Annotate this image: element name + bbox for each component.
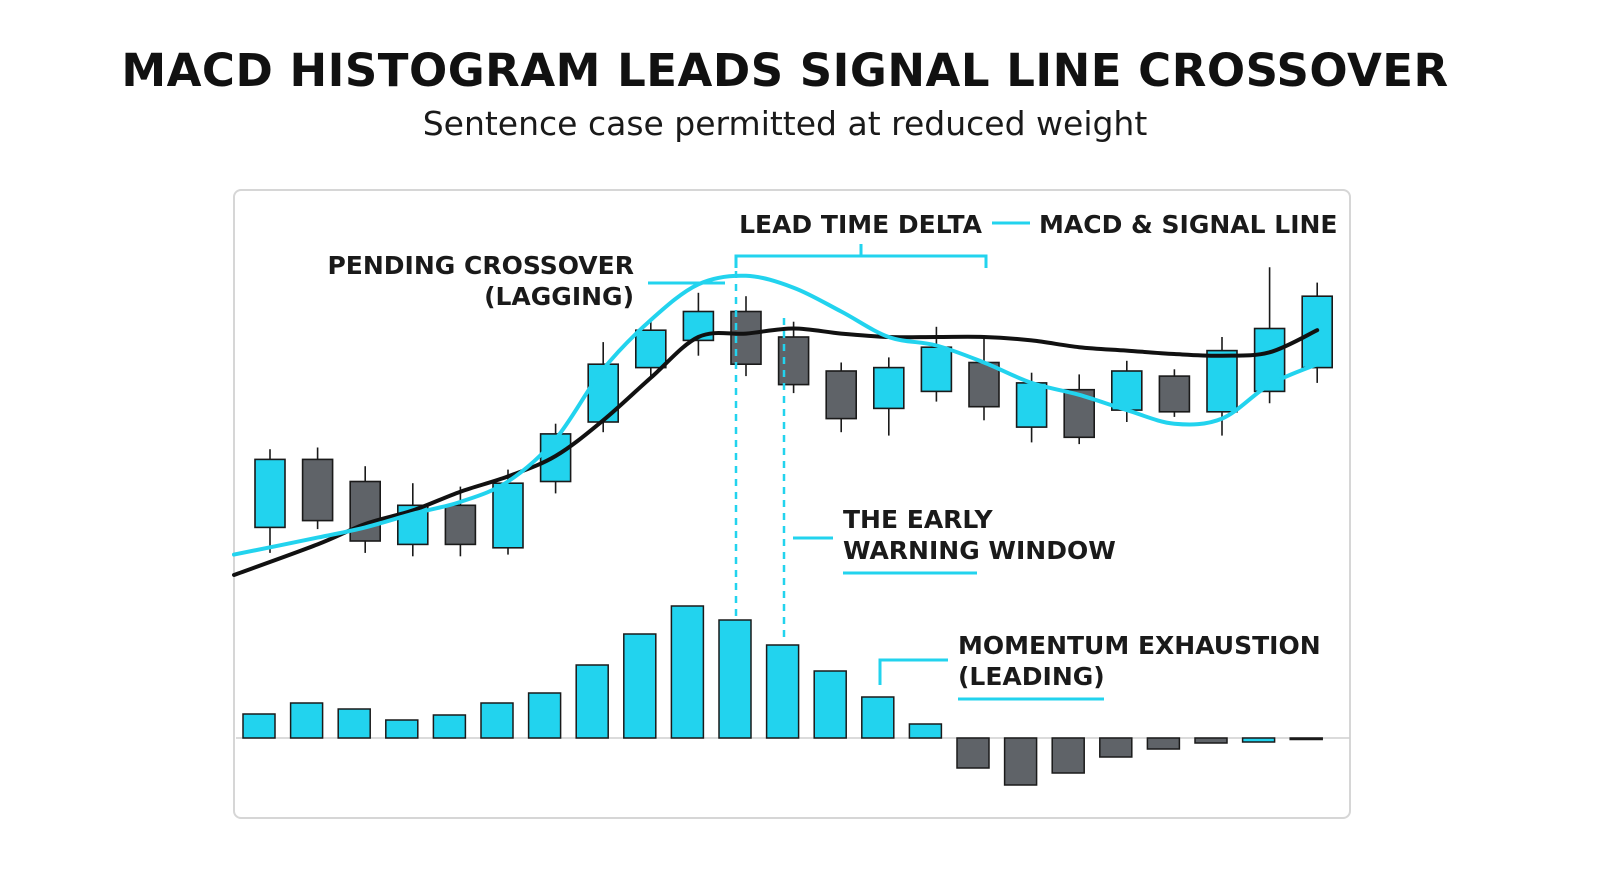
candle-body [349,480,382,542]
histogram-bar [670,605,705,739]
early-warning-sublabel: WARNING WINDOW [843,536,1116,565]
early-warning-label: THE EARLY [843,505,993,534]
lead-time-delta-label: LEAD TIME DELTA [739,210,983,239]
candle-body [492,482,524,549]
histogram-bar [1099,737,1133,758]
candle-body [444,504,477,546]
histogram-bar [432,714,467,739]
histogram-bar [956,737,990,769]
histogram-bar [1051,737,1085,774]
histogram-bar [242,713,276,739]
candle-body [301,458,334,522]
candle-body [254,458,286,529]
histogram-bar [1194,737,1228,744]
momentum-exhaustion-sublabel: (LEADING) [958,662,1105,691]
histogram-bar [1146,737,1181,750]
pending-crossover-label: PENDING CROSSOVER [327,251,634,280]
chart-title: MACD HISTOGRAM LEADS SIGNAL LINE CROSSOV… [121,44,1449,97]
lead-time-bracket [734,244,988,268]
histogram-bar [908,723,943,739]
histogram-bar [623,633,657,739]
candle-body [968,361,1000,408]
candle-body [825,370,858,420]
histogram-bar [527,692,562,739]
histogram-bar [289,702,324,739]
candle-body [920,346,953,393]
histogram-bar [718,619,752,739]
histogram-layer [236,605,1350,786]
candle-body [1158,375,1191,413]
chart-subtitle: Sentence case permitted at reduced weigh… [422,104,1148,143]
signal-line [232,326,1320,577]
candle-body [872,366,905,410]
histogram-bar [765,644,800,739]
candle-body [1111,370,1143,411]
candle-body [634,329,667,369]
candle-body [1206,349,1238,413]
histogram-bar [813,670,847,739]
histogram-bar [385,719,419,739]
histogram-bar [575,664,609,739]
histogram-bar [1003,737,1038,786]
histogram-bar [1289,737,1323,741]
pending-crossover-sublabel: (LAGGING) [484,282,634,311]
momentum-leader [878,658,948,685]
histogram-bar [337,708,371,739]
macd-line [232,273,1320,557]
histogram-bar [1241,737,1276,743]
annotation-guides [648,221,1104,701]
histogram-bar [861,696,895,739]
candle-body [1015,382,1048,428]
candle-body [1063,388,1095,439]
histogram-bar [480,702,514,739]
legend-macd-signal-label: MACD & SIGNAL LINE [1039,210,1338,239]
momentum-exhaustion-label: MOMENTUM EXHAUSTION [958,631,1321,660]
macd-signal-lines [232,273,1320,577]
candle-body [1253,327,1286,393]
